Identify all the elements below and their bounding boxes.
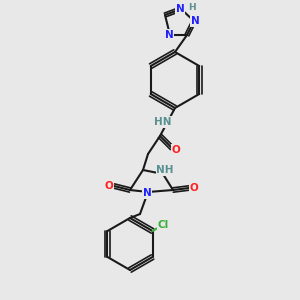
Text: O: O [172, 145, 180, 155]
Text: H: H [188, 4, 196, 13]
Text: NH: NH [156, 165, 174, 175]
Text: N: N [142, 188, 152, 198]
Text: O: O [105, 181, 113, 191]
Text: N: N [176, 4, 184, 14]
Text: N: N [165, 30, 173, 40]
Text: N: N [190, 16, 200, 26]
Text: Cl: Cl [157, 220, 169, 230]
Text: O: O [190, 183, 198, 193]
Text: HN: HN [154, 117, 171, 127]
